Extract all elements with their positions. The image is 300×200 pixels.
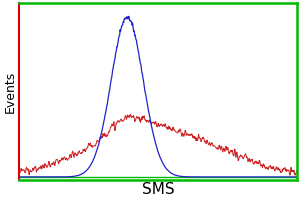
- Y-axis label: Events: Events: [4, 71, 16, 113]
- X-axis label: SMS: SMS: [142, 182, 174, 197]
